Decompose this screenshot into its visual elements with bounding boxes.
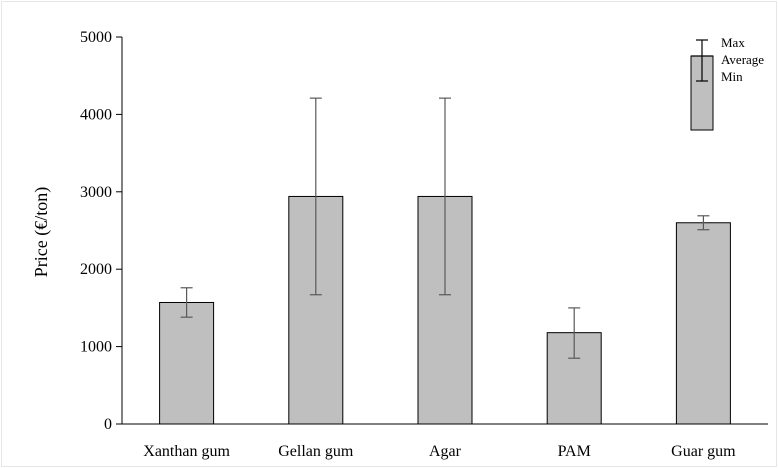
x-tick-labels: Xanthan gum Gellan gum Agar PAM Guar gum: [143, 443, 736, 460]
y-tick-label: 3000: [80, 184, 112, 201]
y-tick-label: 2000: [80, 261, 112, 278]
x-tick-label: Guar gum: [671, 443, 736, 460]
legend-max-label: Max: [721, 35, 745, 50]
legend-min-label: Min: [721, 69, 743, 84]
y-tick-label: 4000: [80, 106, 112, 123]
y-axis-title-group: Price (€/ton): [31, 187, 52, 277]
legend: Max Average Min: [690, 35, 764, 131]
legend-average-label: Average: [721, 52, 764, 67]
x-tick-label: Agar: [429, 443, 462, 460]
y-tick-label: 1000: [80, 339, 112, 356]
y-tick-label: 0: [104, 416, 112, 433]
bar: [159, 301, 215, 425]
error-bars: [180, 97, 710, 359]
x-tick-label: PAM: [558, 443, 591, 460]
x-tick-label: Xanthan gum: [143, 443, 230, 460]
y-axis-title: Price (€/ton): [31, 187, 52, 277]
x-tick-label: Gellan gum: [278, 443, 354, 460]
bar: [546, 332, 602, 425]
y-ticks: 0 1000 2000 3000 4000 5000: [80, 29, 122, 433]
y-tick-label: 5000: [80, 29, 112, 46]
bar: [675, 222, 731, 425]
